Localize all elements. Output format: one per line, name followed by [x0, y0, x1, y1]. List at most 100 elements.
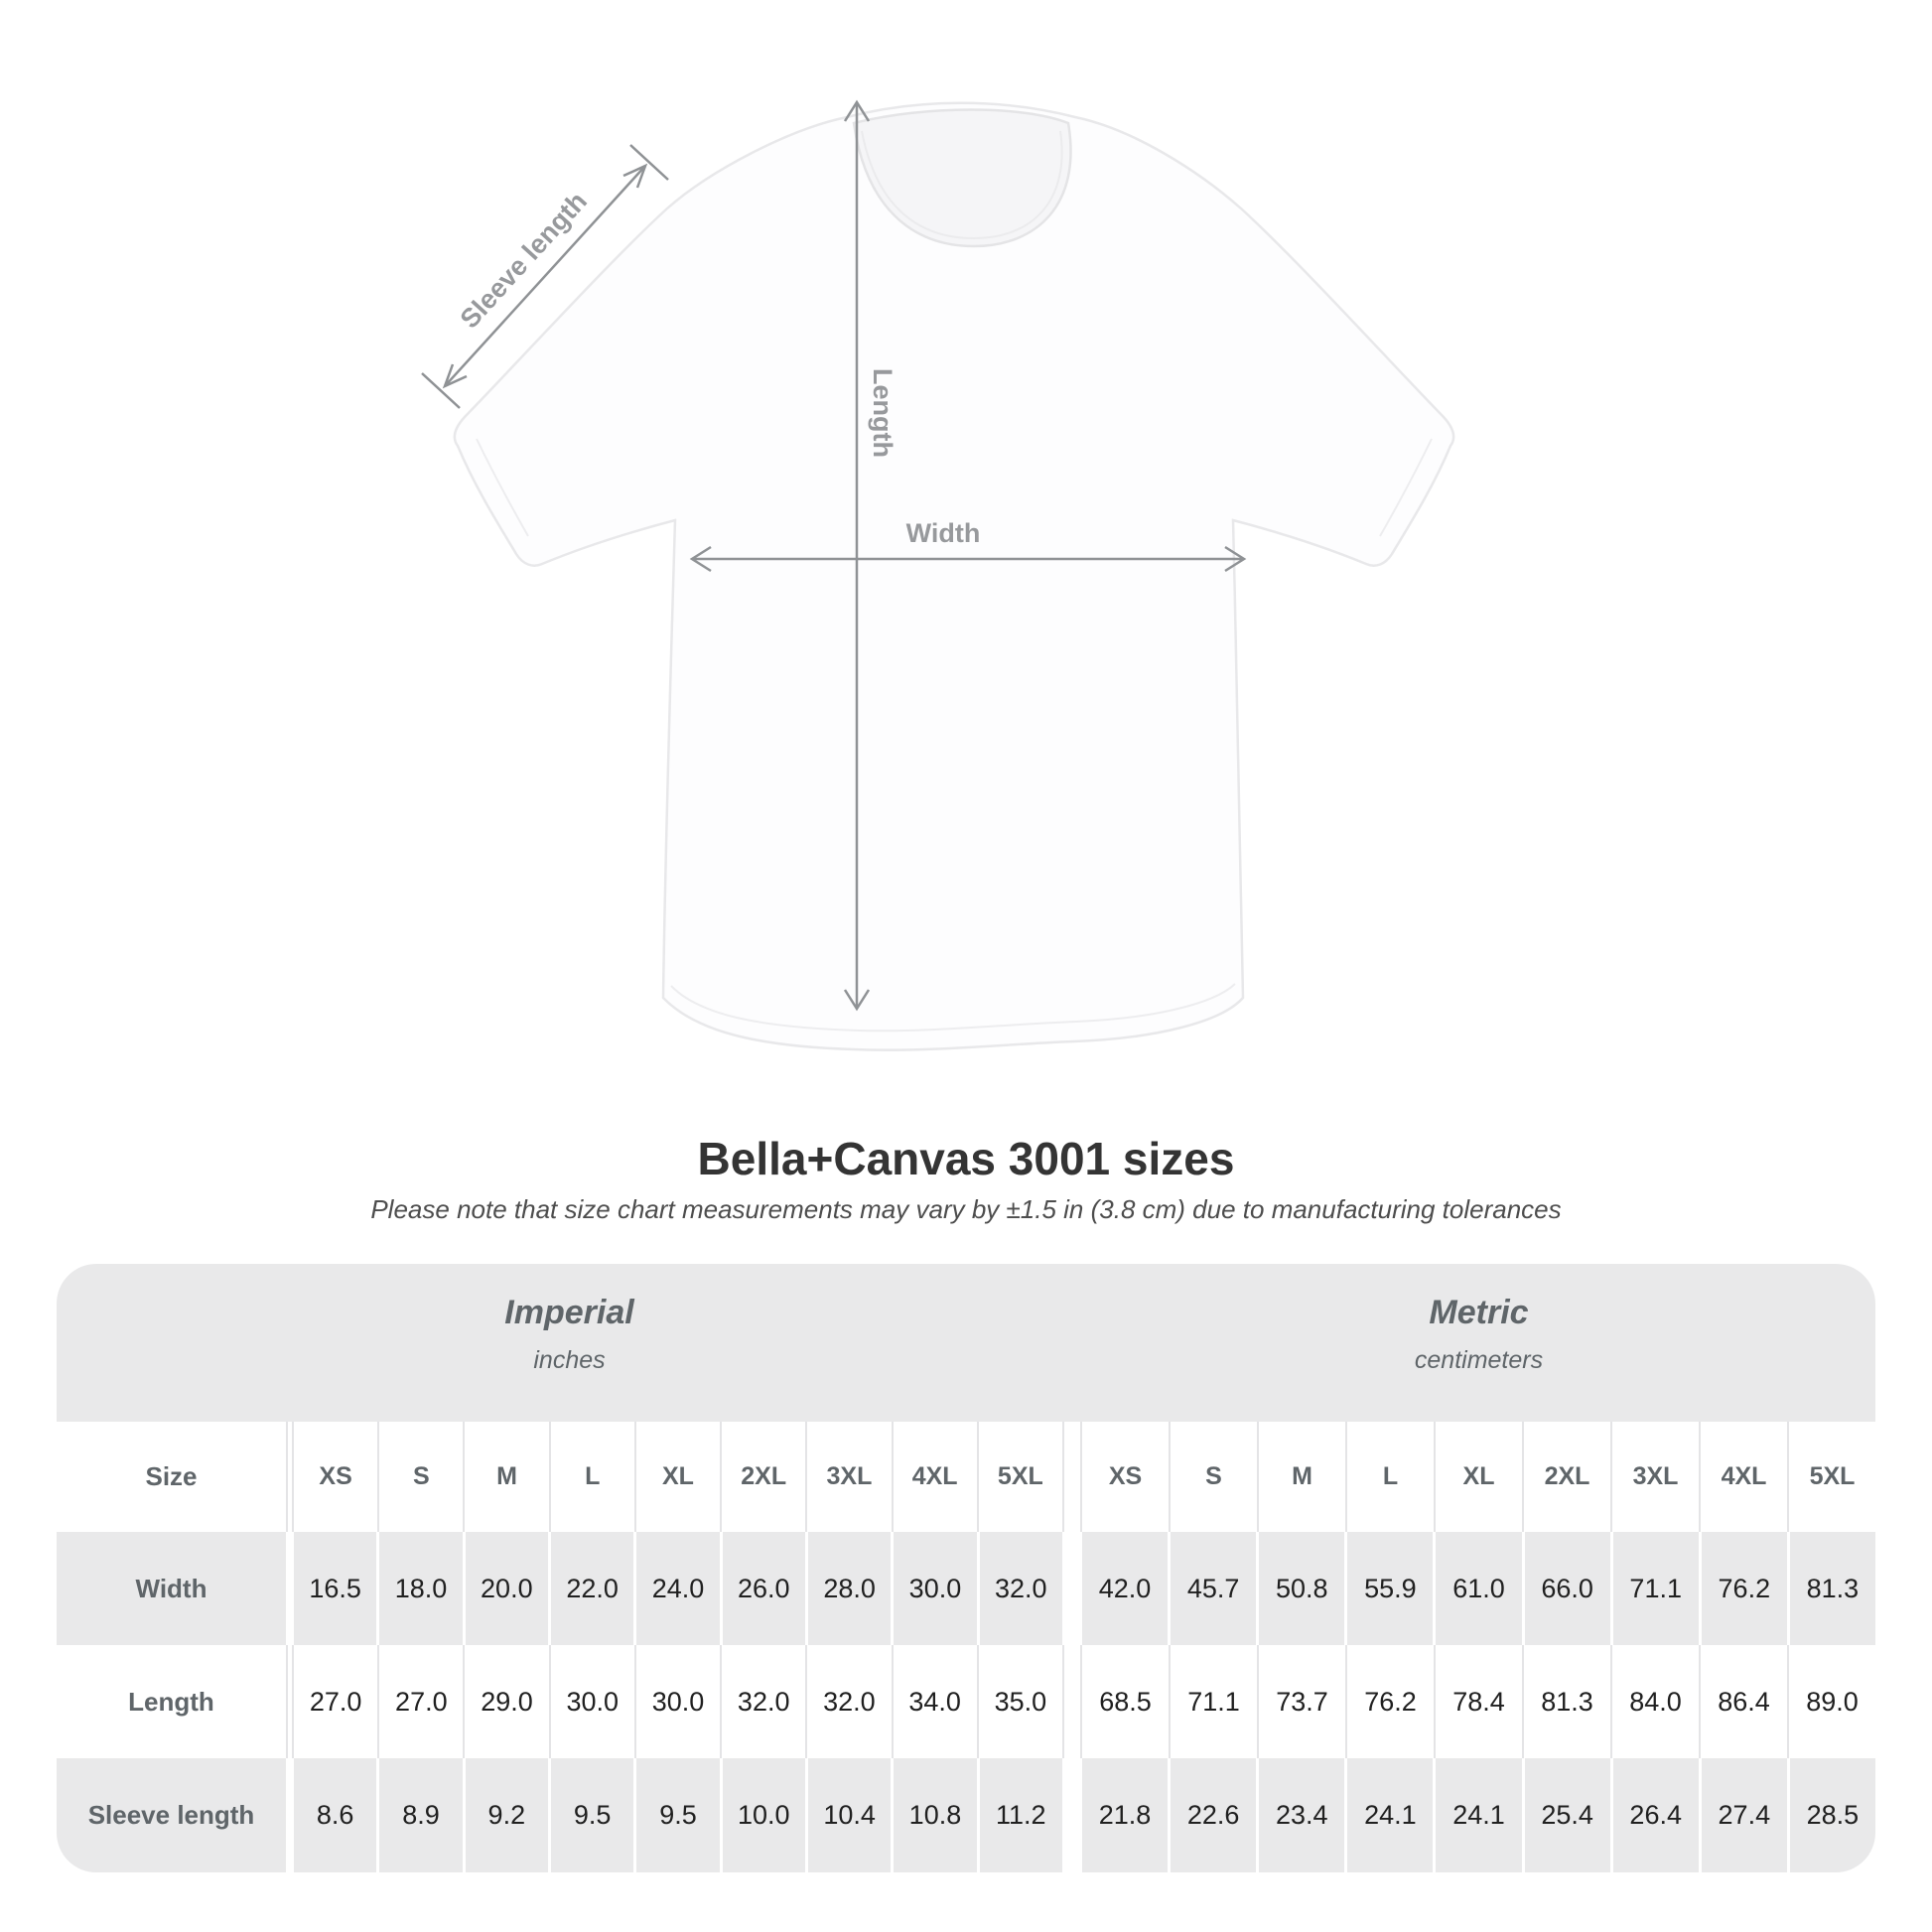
- table-cell: 32.0: [976, 1532, 1062, 1645]
- table-cell: 23.4: [1256, 1758, 1344, 1872]
- table-cell: 32.0: [805, 1645, 891, 1758]
- table-cell: 10.8: [891, 1758, 976, 1872]
- row-label-width: Width: [135, 1573, 207, 1603]
- collar-ribbing-seam: [861, 130, 1063, 240]
- sleeve-values-metric: 21.8 22.6 23.4 24.1 24.1 25.4 26.4 27.4 28.5: [1082, 1758, 1875, 1872]
- length-values-metric: 68.5 71.1 73.7 76.2 78.4 81.3 84.0 86.4 89.0: [1082, 1645, 1875, 1758]
- table-cell: 8.9: [376, 1758, 462, 1872]
- table-cell: 9.5: [633, 1758, 719, 1872]
- table-cell: 22.6: [1168, 1758, 1256, 1872]
- tshirt-graphic: [453, 101, 1455, 1051]
- table-cell: 81.3: [1786, 1532, 1875, 1645]
- table-cell: 5XL: [1787, 1422, 1875, 1532]
- table-cell: 50.8: [1256, 1532, 1344, 1645]
- table-cell: 2XL: [1522, 1422, 1610, 1532]
- imperial-group-title: Imperial: [504, 1294, 634, 1331]
- table-cell: 3XL: [1610, 1422, 1699, 1532]
- table-cell: 32.0: [720, 1645, 805, 1758]
- table-cell: 16.5: [309, 1573, 361, 1603]
- table-cell: 76.2: [1345, 1645, 1434, 1758]
- length-label: Length: [868, 368, 897, 458]
- table-cell: 66.0: [1521, 1532, 1610, 1645]
- table-cell: 26.0: [719, 1532, 805, 1645]
- left-sleeve-hem: [476, 438, 529, 537]
- size-table: Imperial inches Metric centimeters Size …: [57, 1264, 1875, 1872]
- table-cell: 18.0: [376, 1532, 462, 1645]
- width-arrow: [689, 545, 1247, 573]
- table-cell: 45.7: [1168, 1532, 1256, 1645]
- table-cell: 9.2: [462, 1758, 548, 1872]
- metric-group-title: Metric: [1429, 1294, 1529, 1331]
- table-cell: 4XL: [1699, 1422, 1787, 1532]
- table-row-sleeve-length: Sleeve length 8.6 8.9 9.2 9.5 9.5 10.0 10.4 10.…: [57, 1758, 1875, 1872]
- table-cell: 35.0: [976, 1645, 1062, 1758]
- table-cell: 25.4: [1521, 1758, 1610, 1872]
- column-gap: [286, 1532, 294, 1645]
- bottom-hem-stitch: [670, 983, 1236, 1033]
- page-subtitle: Please note that size chart measurements…: [370, 1194, 1562, 1224]
- table-cell: XL: [633, 1422, 720, 1532]
- length-values-imperial: 27.0 27.0 29.0 30.0 30.0 32.0 32.0 34.0 35.0: [294, 1645, 1062, 1758]
- table-cell: 84.0: [1610, 1645, 1699, 1758]
- table-cell: 89.0: [1787, 1645, 1875, 1758]
- unit-group-metric: Metric centimeters: [1082, 1264, 1875, 1422]
- table-cell: 10.0: [719, 1758, 805, 1872]
- column-gap: [286, 1758, 294, 1872]
- row-label-sleeve-length: Sleeve length: [87, 1800, 255, 1830]
- size-headers-imperial: XS S M L XL 2XL 3XL 4XL 5XL: [294, 1422, 1062, 1532]
- width-values-imperial: 16.5 18.0 20.0 22.0 24.0 26.0 28.0 30.0 32.0: [294, 1532, 1062, 1645]
- table-cell: 5XL: [976, 1422, 1062, 1532]
- row-label-length: Length: [128, 1686, 214, 1717]
- table-cell: XL: [1434, 1422, 1522, 1532]
- group-gap: [1062, 1532, 1082, 1645]
- table-cell: 78.4: [1434, 1645, 1522, 1758]
- table-cell: 3XL: [805, 1422, 891, 1532]
- table-cell: 4XL: [891, 1422, 977, 1532]
- sleeve-length-arrow: [421, 144, 669, 409]
- table-cell: 73.7: [1257, 1645, 1345, 1758]
- length-arrow: [843, 99, 871, 1012]
- table-row-width: Width 16.5 18.0 20.0 22.0 24.0 26.0 28.0 30.0 32…: [57, 1532, 1875, 1645]
- column-gap: [286, 1422, 294, 1532]
- table-cell: 42.0: [1098, 1573, 1152, 1603]
- table-cell: 22.0: [547, 1532, 633, 1645]
- table-cell: S: [1169, 1422, 1257, 1532]
- tshirt-neckline: [852, 108, 1072, 248]
- width-values-metric: 42.0 45.7 50.8 55.9 61.0 66.0 71.1 76.2 81.3: [1082, 1532, 1875, 1645]
- table-cell: 55.9: [1344, 1532, 1433, 1645]
- table-row-size: Size XS S M L XL 2XL 3XL 4XL 5XL XS S M L XL 2XL 3XL 4X…: [57, 1422, 1875, 1532]
- table-cell: 26.4: [1609, 1758, 1699, 1872]
- table-cell: 24.0: [633, 1532, 719, 1645]
- table-cell: 34.0: [891, 1645, 977, 1758]
- table-cell: L: [548, 1422, 634, 1532]
- table-cell: 8.6: [316, 1800, 354, 1830]
- table-cell: 27.4: [1698, 1758, 1787, 1872]
- imperial-group-unit: inches: [533, 1346, 606, 1374]
- table-cell: 9.5: [547, 1758, 633, 1872]
- group-gap: [1062, 1758, 1082, 1872]
- table-cell: 2XL: [720, 1422, 805, 1532]
- table-cell: 68.5: [1099, 1686, 1152, 1717]
- tshirt-measurement-diagram: Sleeve length Length Width: [421, 99, 1455, 1051]
- table-cell: XS: [319, 1462, 352, 1490]
- page-title: Bella+Canvas 3001 sizes: [697, 1133, 1235, 1184]
- group-gap: [1062, 1645, 1082, 1758]
- column-gap: [286, 1645, 294, 1758]
- table-cell: 27.0: [309, 1686, 362, 1717]
- table-cell: 71.1: [1169, 1645, 1257, 1758]
- unit-group-imperial: Imperial inches: [57, 1264, 1082, 1422]
- tshirt-body: [453, 101, 1455, 1051]
- table-cell: M: [463, 1422, 548, 1532]
- row-label-size: Size: [145, 1461, 198, 1491]
- table-cell: 24.1: [1433, 1758, 1521, 1872]
- table-cell: 11.2: [976, 1758, 1062, 1872]
- unit-group-header-row: Imperial inches Metric centimeters: [57, 1264, 1875, 1422]
- table-cell: 71.1: [1609, 1532, 1699, 1645]
- table-cell: 30.0: [891, 1532, 976, 1645]
- table-cell: L: [1345, 1422, 1434, 1532]
- group-gap: [1062, 1422, 1082, 1532]
- table-cell: 10.4: [804, 1758, 891, 1872]
- table-cell: 30.0: [548, 1645, 634, 1758]
- metric-group-unit: centimeters: [1414, 1346, 1544, 1374]
- table-cell: M: [1257, 1422, 1345, 1532]
